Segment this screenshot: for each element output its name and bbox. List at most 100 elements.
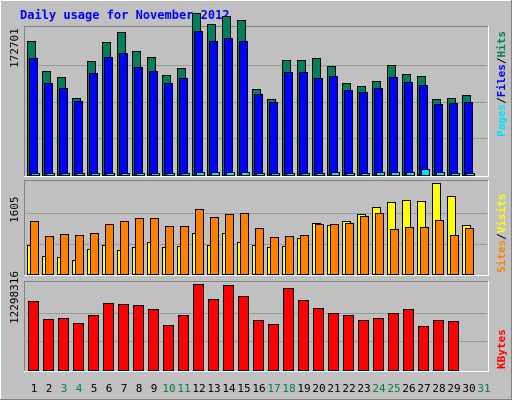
bar-sites [60, 234, 69, 275]
bar-sites [420, 227, 429, 275]
max-value-label: 172701 [8, 28, 21, 68]
bar-kbytes [193, 284, 204, 371]
bar-kbytes [43, 319, 54, 371]
bar-pages [76, 173, 85, 176]
bar-kbytes [253, 320, 264, 371]
bar-pages [241, 172, 250, 176]
bar-kbytes [388, 313, 399, 371]
day-label: 5 [91, 382, 98, 395]
bar-kbytes [448, 321, 459, 371]
bar-files [29, 58, 38, 176]
bar-kbytes [163, 325, 174, 371]
bar-kbytes [178, 315, 189, 371]
bar-files [389, 77, 398, 176]
chart-title: Daily usage for November 2012 [20, 8, 230, 22]
day-label: 16 [252, 382, 265, 395]
bar-files [59, 88, 68, 176]
bar-pages [466, 173, 475, 176]
day-label: 27 [417, 382, 430, 395]
bar-sites [450, 235, 459, 275]
bar-pages [406, 172, 415, 176]
bar-files [344, 90, 353, 176]
bar-kbytes [283, 288, 294, 371]
bar-pages [271, 173, 280, 176]
legend-kbytes: KBytes [495, 329, 508, 369]
bar-pages [436, 172, 445, 176]
bar-files [374, 88, 383, 176]
legend-entry: / [495, 57, 508, 64]
bar-files [149, 71, 158, 176]
day-label: 6 [106, 382, 113, 395]
bar-files [449, 103, 458, 176]
legend-entry: / [495, 97, 508, 104]
bar-files [284, 72, 293, 176]
bar-sites [375, 213, 384, 275]
bar-files [434, 104, 443, 176]
bar-pages [286, 173, 295, 176]
bar-sites [405, 227, 414, 275]
bar-sites [435, 220, 444, 275]
bar-files [134, 67, 143, 176]
bar-sites [225, 214, 234, 275]
bar-pages [316, 173, 325, 176]
bar-sites [180, 226, 189, 275]
bar-pages [61, 173, 70, 176]
bar-sites [45, 236, 54, 275]
bar-kbytes [148, 309, 159, 371]
bar-kbytes [373, 318, 384, 371]
bar-kbytes [28, 301, 39, 371]
bar-sites [330, 224, 339, 275]
legend-entry: Sites [495, 240, 508, 273]
max-value-label: 12298316 [8, 271, 21, 324]
bar-sites [315, 224, 324, 275]
chart-panels: 172701Pages/Files/Hits1605Sites/Visits12… [8, 13, 508, 372]
day-label: 24 [372, 382, 386, 395]
bar-pages [226, 172, 235, 176]
bar-pages [91, 173, 100, 176]
bar-sites [120, 221, 129, 275]
bar-kbytes [313, 308, 324, 371]
bar-sites [90, 233, 99, 275]
bar-files [359, 92, 368, 176]
bar-sites [210, 217, 219, 275]
bar-files [164, 83, 173, 176]
bar-files [209, 41, 218, 176]
panel-hits-files-pages: 172701 Pages/Files/Hits [8, 13, 508, 177]
bar-files [104, 57, 113, 176]
day-label: 9 [151, 382, 158, 395]
day-label: 19 [297, 382, 310, 395]
legend-hits-files-pages: Pages/Files/Hits [495, 31, 508, 137]
bar-kbytes [73, 323, 84, 371]
bar-sites [240, 213, 249, 275]
bar-pages [391, 172, 400, 176]
bar-sites [270, 237, 279, 275]
bar-files [419, 85, 428, 176]
bar-pages [46, 173, 55, 176]
legend-entry: Pages [495, 104, 508, 137]
bar-kbytes [403, 309, 414, 371]
bar-pages [136, 173, 145, 176]
bar-kbytes [208, 299, 219, 371]
bar-sites [285, 236, 294, 275]
day-label: 20 [312, 382, 325, 395]
bar-pages [376, 172, 385, 176]
day-label: 7 [121, 382, 128, 395]
bar-kbytes [133, 305, 144, 371]
bar-files [44, 83, 53, 176]
legend-entry: / [495, 233, 508, 240]
bar-kbytes [88, 315, 99, 371]
bar-sites [165, 226, 174, 275]
bar-files [119, 53, 128, 176]
bar-files [299, 72, 308, 176]
day-label: 14 [222, 382, 236, 395]
day-label: 3 [61, 382, 68, 395]
bar-files [239, 41, 248, 176]
bar-sites [30, 221, 39, 275]
day-label: 10 [162, 382, 175, 395]
bar-sites [195, 209, 204, 275]
day-label: 11 [177, 382, 190, 395]
day-label: 29 [447, 382, 460, 395]
max-value-label: 1605 [8, 197, 21, 224]
day-label: 28 [432, 382, 445, 395]
